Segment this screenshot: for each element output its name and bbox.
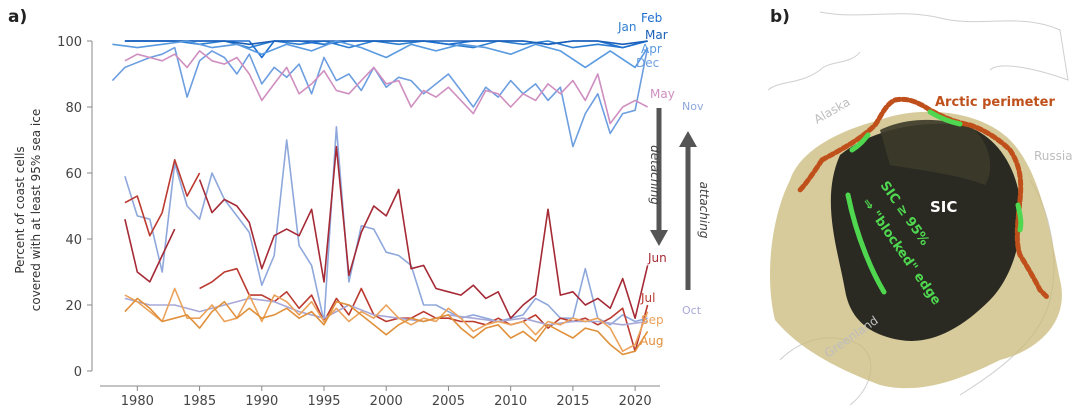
attaching-label: attaching <box>697 182 711 239</box>
series-line-oct <box>124 297 648 326</box>
y-axis-label: Percent of coast cells covered with at l… <box>13 109 43 312</box>
series-line-aug <box>124 297 649 356</box>
month-label-aug: Aug <box>640 334 663 348</box>
series-line-jan <box>124 40 648 49</box>
blocked-edge-segment <box>845 192 887 295</box>
nov-label: Nov <box>682 100 704 113</box>
sic-core-north <box>880 119 991 185</box>
panel-b-label: b) <box>770 7 790 27</box>
region-label-russia: Russia <box>1034 149 1072 163</box>
detaching-arrow-group: detaching <box>648 108 668 246</box>
series-line-may <box>124 50 648 125</box>
arctic-perimeter-west <box>797 157 825 193</box>
month-label-sep: Sep <box>641 313 664 327</box>
month-label-mar: Mar <box>645 28 668 42</box>
month-label-feb: Feb <box>641 11 662 25</box>
panel-a-label: a) <box>8 7 27 27</box>
arctic-perimeter-line <box>819 96 1051 301</box>
attaching-arrowhead <box>679 131 697 147</box>
axes: 0 20 40 60 80 100 1980 1985 1990 1995 2000 2005 2010… <box>57 35 660 409</box>
y-tick-label: 0 <box>74 365 82 380</box>
oct-label: Oct <box>682 304 702 317</box>
month-label-jun: Jun <box>647 251 667 265</box>
x-tick-label: 2010 <box>494 394 527 409</box>
attaching-arrow-group: attaching Nov Oct <box>679 100 711 317</box>
series-line-sep <box>124 287 649 352</box>
month-label-jan: Jan <box>617 20 637 34</box>
x-tick-label: 2000 <box>370 394 403 409</box>
blocked-edge-segment <box>1015 202 1024 233</box>
blocked-edge-segment <box>927 109 963 127</box>
x-tick-label: 1985 <box>183 394 216 409</box>
y-tick-label: 20 <box>65 299 82 314</box>
series-line-apr <box>112 40 649 69</box>
x-tick-label: 2020 <box>619 394 652 409</box>
series-group <box>111 40 649 356</box>
region-label-alaska: Alaska <box>812 95 853 127</box>
detaching-label: detaching <box>648 145 662 205</box>
land-outline-alaska <box>767 51 861 91</box>
y-axis-label-line2: covered with at least 95% sea ice <box>29 109 43 312</box>
series-line-dec <box>111 46 649 148</box>
x-tick-label: 1980 <box>121 394 154 409</box>
blocked-edge-segment <box>849 132 871 153</box>
series-line-jul <box>124 159 201 237</box>
y-tick-label: 60 <box>65 167 82 182</box>
y-tick-label: 40 <box>65 233 82 248</box>
month-label-apr: Apr <box>641 42 662 56</box>
arctic-map: Arctic perimeter SIC SIC ≥ 95% ⇒ "blocke… <box>767 11 1072 406</box>
x-tick-label: 1990 <box>245 394 278 409</box>
month-label-jul: Jul <box>640 291 655 305</box>
month-label-dec: Dec <box>636 56 659 70</box>
y-tick-label: 80 <box>65 101 82 116</box>
series-line-jun <box>124 145 649 319</box>
arctic-perimeter-label: Arctic perimeter <box>935 95 1055 110</box>
sic-label: SIC <box>930 198 957 216</box>
y-axis-label-line1: Percent of coast cells <box>13 146 27 273</box>
x-tick-label: 1995 <box>307 394 340 409</box>
y-tick-label: 100 <box>57 35 82 50</box>
month-label-may: May <box>650 87 675 101</box>
detaching-arrowhead <box>650 230 668 246</box>
series-line-mar <box>124 40 648 46</box>
x-tick-label: 2005 <box>432 394 465 409</box>
series-line-nov <box>124 126 648 326</box>
land-outline-north <box>819 11 1069 81</box>
x-tick-label: 2015 <box>556 394 589 409</box>
